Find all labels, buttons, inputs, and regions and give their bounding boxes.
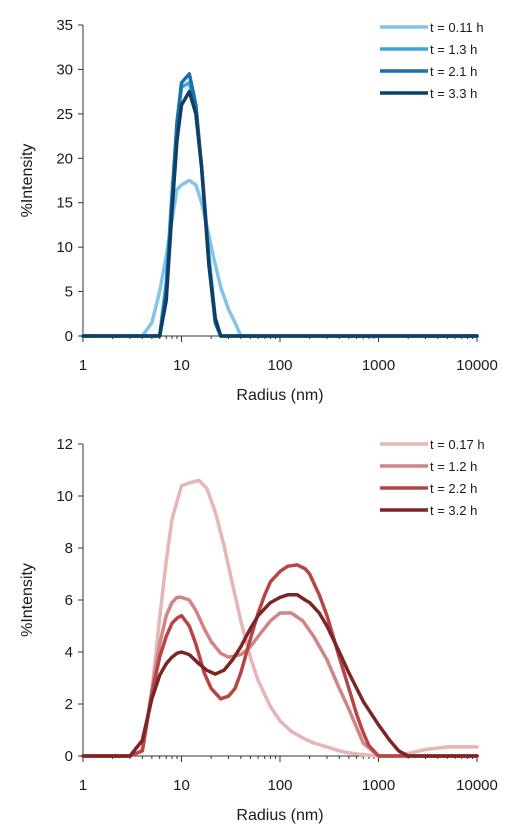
y-tick-label: 4: [65, 644, 73, 661]
y-tick-label: 0: [65, 748, 73, 765]
x-tick-label: 100: [267, 357, 292, 374]
legend-label: t = 0.11 h: [430, 20, 484, 35]
y-tick-label: 5: [65, 284, 73, 301]
x-tick-label: 1: [79, 357, 87, 374]
chart-2: 0 2 4 6 8 10 12 1 10 100 1000 10000 Radius (nm) %Inte…: [19, 436, 498, 824]
x-tick-label: 10000: [456, 357, 498, 374]
y-tick-label: 8: [65, 540, 73, 557]
y-tick-label: 15: [56, 195, 73, 212]
series-line-2: [81, 81, 479, 338]
chart-1: 0 5 10 15 20 25 30 35 1 10 100 1000 10000 Radius (nm)…: [19, 17, 498, 404]
series-line-3: [81, 563, 479, 758]
series-line-1: [81, 478, 479, 758]
y-tick-label: 12: [56, 436, 73, 453]
x-axis-title: Radius (nm): [236, 807, 323, 824]
x-tick-label: 10: [173, 357, 190, 374]
legend-label: t = 3.3 h: [430, 86, 477, 101]
x-tick-label: 10: [173, 777, 190, 794]
y-tick-label: 10: [56, 239, 73, 256]
series-line-4: [81, 593, 479, 758]
y-tick-label: 30: [56, 61, 73, 78]
legend-label: t = 2.2 h: [430, 481, 477, 496]
y-tick-label: 6: [65, 592, 73, 609]
y-tick-label: 25: [56, 106, 73, 123]
x-axis-title: Radius (nm): [236, 387, 323, 404]
x-tick-label: 100: [267, 777, 292, 794]
y-tick-label: 0: [65, 328, 73, 345]
x-tick-label: 1000: [362, 357, 395, 374]
series-line-4: [81, 89, 479, 338]
y-tick-label: 35: [56, 17, 73, 34]
series-line-1: [81, 178, 479, 338]
y-tick-label: 20: [56, 150, 73, 167]
legend-label: t = 1.3 h: [430, 42, 477, 57]
x-tick-label: 1000: [362, 777, 395, 794]
y-axis-title: %Intensity: [19, 563, 36, 637]
x-tick-label: 1: [79, 777, 87, 794]
legend-label: t = 0.17 h: [430, 437, 485, 452]
series-line-3: [81, 72, 479, 338]
y-tick-label: 2: [65, 696, 73, 713]
series-line-2: [81, 595, 479, 758]
legend-label: t = 2.1 h: [430, 64, 477, 79]
legend-label: t = 3.2 h: [430, 503, 477, 518]
x-tick-label: 10000: [456, 777, 498, 794]
legend-label: t = 1.2 h: [430, 459, 477, 474]
y-tick-label: 10: [56, 488, 73, 505]
y-axis-title: %Intensity: [19, 144, 36, 218]
